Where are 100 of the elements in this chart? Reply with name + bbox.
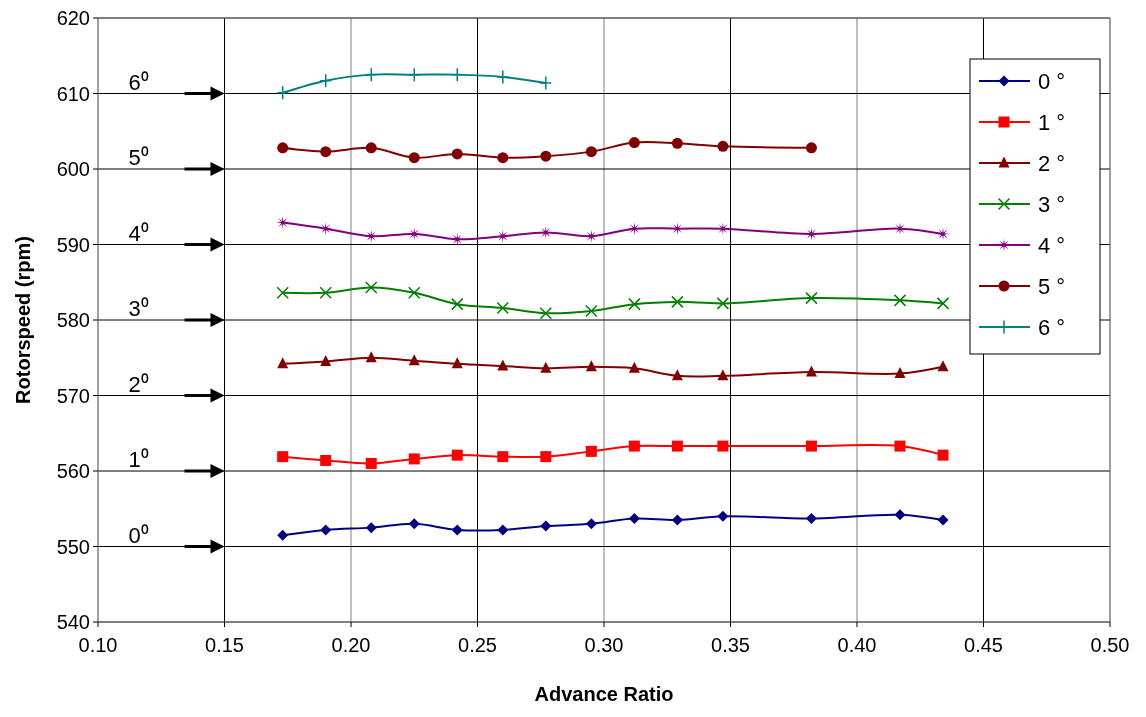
point (364, 229, 378, 243)
point (540, 451, 552, 463)
y-tick-label: 590 (56, 233, 90, 256)
point (408, 354, 420, 366)
point (585, 518, 597, 530)
point (277, 142, 289, 154)
point (320, 454, 332, 466)
x-tick-label: 0.35 (711, 634, 750, 656)
point (364, 67, 378, 82)
point (894, 440, 906, 452)
annotation: 1⁰ (128, 447, 149, 472)
point (805, 440, 817, 452)
point (628, 297, 641, 311)
point (408, 152, 420, 164)
point (365, 457, 377, 469)
point (497, 359, 509, 371)
legend-label: 5 ° (1038, 274, 1066, 299)
y-tick-label: 550 (56, 535, 90, 558)
point (276, 85, 289, 100)
point (717, 140, 729, 152)
y-tick-label: 560 (56, 460, 90, 482)
point (671, 137, 683, 149)
point (894, 509, 906, 521)
point (497, 152, 509, 164)
point (408, 453, 420, 465)
point (276, 216, 290, 230)
annotation: 6⁰ (128, 69, 149, 95)
point (628, 513, 640, 525)
point (671, 440, 683, 452)
point (717, 440, 729, 452)
point (496, 301, 510, 315)
point (277, 451, 289, 463)
point (539, 225, 553, 239)
point (451, 357, 463, 369)
point (671, 369, 683, 381)
x-tick-label: 0.15 (205, 634, 244, 656)
point (277, 357, 289, 369)
legend-label: 2 ° (1038, 151, 1066, 176)
point (628, 361, 640, 373)
annotation: 4⁰ (128, 220, 149, 246)
point (936, 297, 950, 310)
point (894, 367, 906, 379)
annotation: 0⁰ (128, 522, 149, 548)
point (319, 73, 332, 88)
legend-label: 6 ° (1038, 315, 1066, 340)
x-tick-label: 0.25 (458, 634, 497, 656)
point (540, 520, 552, 532)
legend-label: 0 ° (1038, 69, 1066, 94)
point (937, 449, 949, 461)
x-tick-label: 0.30 (584, 634, 624, 656)
point (365, 142, 377, 154)
point (716, 297, 730, 310)
point (585, 360, 597, 372)
point (893, 294, 907, 307)
point (451, 449, 463, 461)
point (496, 69, 510, 85)
y-tick-label: 610 (56, 82, 90, 105)
point (584, 229, 598, 243)
y-tick-label: 620 (56, 7, 90, 29)
point (319, 222, 333, 236)
point (320, 524, 332, 536)
point (451, 524, 463, 536)
point (805, 291, 818, 305)
y-tick-label: 600 (56, 158, 90, 180)
x-tick-label: 0.10 (78, 634, 118, 656)
point (408, 67, 421, 82)
point (585, 146, 597, 158)
y-tick-label: 570 (56, 384, 90, 407)
point (585, 304, 598, 318)
point (408, 518, 420, 530)
point (540, 361, 552, 373)
point (539, 75, 553, 91)
point (805, 365, 817, 377)
point (497, 451, 509, 463)
annotation: 3⁰ (128, 296, 149, 321)
legend-label: 4 ° (1038, 233, 1066, 258)
point (276, 286, 289, 300)
y-tick-label: 580 (56, 309, 90, 331)
point (408, 286, 421, 300)
point (450, 232, 464, 246)
point (717, 369, 729, 381)
point (671, 295, 684, 309)
point (805, 142, 817, 154)
point (364, 281, 378, 294)
point (937, 360, 949, 372)
y-axis-title: Rotorspeed (rpm) (12, 236, 34, 404)
legend-label: 3 ° (1038, 192, 1066, 217)
point (540, 150, 552, 162)
point (277, 529, 289, 541)
x-tick-label: 0.45 (964, 634, 1003, 656)
point (319, 286, 332, 300)
point (937, 514, 949, 526)
legend-label: 1 ° (1038, 110, 1066, 135)
x-tick-label: 0.50 (1090, 634, 1130, 656)
annotation: 5⁰ (128, 145, 149, 170)
x-axis-title: Advance Ratio (534, 683, 674, 705)
point (628, 137, 640, 149)
point (320, 355, 332, 367)
point (717, 510, 729, 522)
point (365, 522, 377, 534)
